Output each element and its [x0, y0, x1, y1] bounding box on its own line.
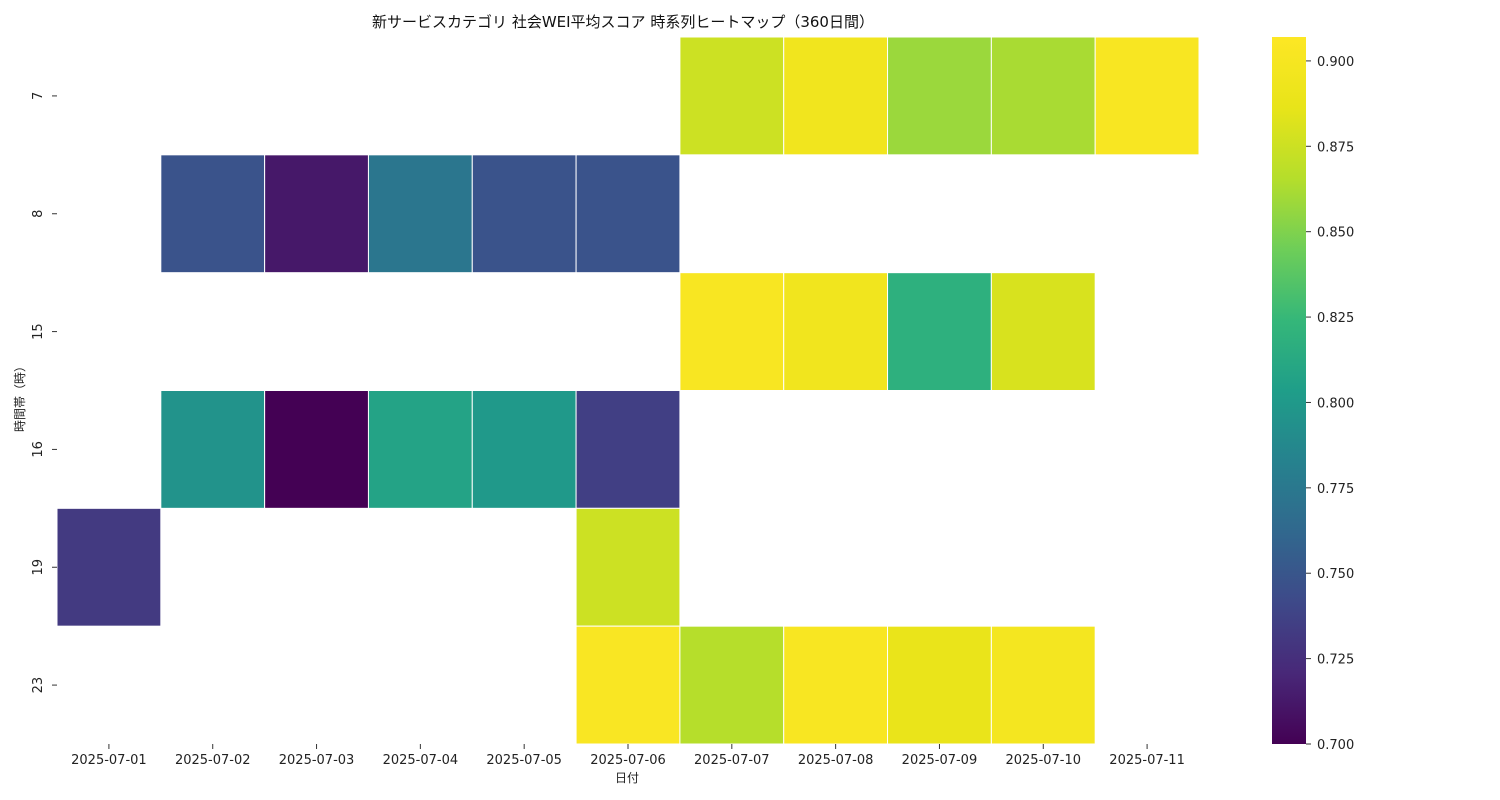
heatmap-cell [783, 272, 889, 391]
x-tick-label: 2025-07-03 [279, 753, 355, 768]
colorbar-tick-label: 0.900 [1317, 55, 1354, 70]
colorbar-tick-label: 0.750 [1317, 567, 1354, 582]
heatmap-cell [264, 154, 369, 274]
chart-title: 新サービスカテゴリ 社会WEI平均スコア 時系列ヒートマップ（360日間） [372, 13, 874, 31]
heatmap-cell [783, 625, 889, 745]
colorbar-tick-label: 0.850 [1317, 226, 1354, 241]
colorbar-tick-label: 0.700 [1317, 738, 1354, 753]
colorbar-tick-label: 0.800 [1317, 396, 1354, 411]
x-tick-label: 2025-07-06 [590, 753, 666, 768]
x-tick-label: 2025-07-01 [71, 753, 147, 768]
heatmap-cell [367, 154, 473, 274]
y-tick-label: 16 [31, 441, 46, 458]
x-tick-label: 2025-07-10 [1005, 753, 1081, 768]
heatmap-cell [887, 625, 992, 745]
heatmap-cell [575, 154, 681, 274]
heatmap-cell [679, 36, 785, 156]
x-tick-label: 2025-07-04 [383, 753, 459, 768]
heatmap-cell [160, 154, 266, 274]
y-axis-label: 時間帯（時） [13, 360, 27, 432]
heatmap-cell [575, 390, 681, 509]
x-axis-ticks: 2025-07-01 2025-07-02 2025-07-03 2025-07-04… [71, 744, 1185, 768]
heatmap-cell [471, 154, 577, 274]
heatmap-cell [990, 36, 1096, 156]
y-axis-ticks: 7 8 15 16 19 23 [31, 92, 57, 694]
y-tick-label: 15 [31, 323, 46, 340]
heatmap-cell [56, 507, 162, 627]
heatmap-cell [990, 272, 1096, 391]
heatmap-cell [575, 507, 681, 627]
colorbar-ticks: 0.700 0.725 0.750 0.775 0.800 0.825 0.850 0.875… [1306, 55, 1354, 753]
colorbar-tick-label: 0.775 [1317, 482, 1354, 497]
heatmap-cell [679, 272, 785, 391]
x-tick-label: 2025-07-08 [798, 753, 874, 768]
heatmap-cell [367, 390, 473, 509]
heatmap-cell [1094, 36, 1200, 156]
heatmap-cell [471, 390, 577, 509]
heatmap-cell [887, 272, 992, 391]
heatmap-cell [887, 36, 992, 156]
heatmap-cell [679, 625, 785, 745]
colorbar-tick-label: 0.825 [1317, 311, 1354, 326]
y-tick-label: 19 [31, 559, 46, 576]
heatmap-cell [264, 390, 369, 509]
heatmap-cell [783, 36, 889, 156]
y-tick-label: 7 [31, 92, 46, 100]
y-tick-label: 8 [31, 210, 46, 218]
colorbar-tick-label: 0.725 [1317, 653, 1354, 668]
y-tick-label: 23 [31, 677, 46, 694]
x-tick-label: 2025-07-05 [486, 753, 562, 768]
heatmap-cell [160, 390, 266, 509]
colorbar-tick-label: 0.875 [1317, 140, 1354, 155]
heatmap-cell [990, 625, 1096, 745]
heatmap-cells [56, 36, 1200, 745]
x-tick-label: 2025-07-02 [175, 753, 251, 768]
heatmap-cell [575, 625, 681, 745]
colorbar [1272, 37, 1306, 744]
x-tick-label: 2025-07-07 [694, 753, 770, 768]
x-tick-label: 2025-07-09 [902, 753, 978, 768]
x-tick-label: 2025-07-11 [1109, 753, 1185, 768]
x-axis-label: 日付 [615, 771, 639, 785]
